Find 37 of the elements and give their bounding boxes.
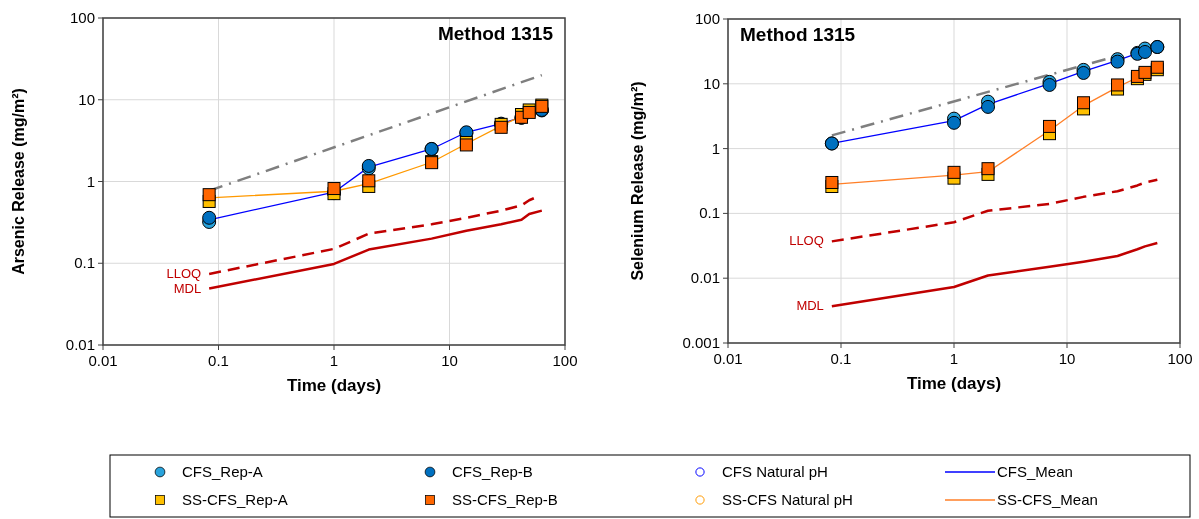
y-tick-label: 100: [69, 9, 95, 26]
x-tick-label: 100: [1167, 350, 1193, 367]
y-axis-title: Selenium Release (mg/m²): [629, 81, 646, 281]
chart-title: Method 1315: [740, 24, 856, 45]
x-tick-label: 10: [441, 352, 458, 369]
y-axis-title: Arsenic Release (mg/m²): [10, 88, 27, 275]
y-tick-label: 0.1: [74, 254, 95, 272]
x-tick-label: 1: [949, 350, 959, 367]
y-tick-label: 0.1: [699, 204, 720, 222]
legend-label: CFS_Rep-B: [452, 463, 533, 480]
series-label: LLOQ: [789, 233, 824, 249]
legend-label: CFS Natural pH: [722, 463, 828, 480]
y-tick-label: 1: [86, 172, 95, 190]
x-tick-label: 0.1: [208, 352, 229, 369]
x-axis-title: Time (days): [286, 376, 382, 395]
y-tick-label: 0.001: [682, 334, 720, 351]
series-label: MDL: [173, 280, 202, 296]
y-tick-label: 10: [78, 90, 95, 108]
legend-label: SS-CFS Natural pH: [722, 491, 853, 508]
series-label: MDL: [796, 298, 824, 314]
y-tick-label: 10: [703, 74, 720, 92]
legend-label: CFS_Rep-A: [182, 463, 263, 480]
x-tick-label: 10: [1058, 350, 1076, 367]
y-tick-label: 1: [711, 139, 720, 157]
x-tick-label: 1: [329, 352, 339, 369]
y-tick-label: 0.01: [690, 269, 720, 287]
legend-label: CFS_Mean: [997, 463, 1073, 480]
series-label: LLOQ: [166, 265, 202, 281]
x-tick-label: 0.1: [830, 350, 852, 367]
legend-label: SS-CFS_Mean: [997, 491, 1098, 508]
x-tick-label: 100: [552, 352, 578, 369]
x-axis-title: Time (days): [906, 374, 1002, 393]
chart-title: Method 1315: [437, 23, 554, 44]
y-tick-label: 100: [694, 10, 720, 27]
legend-label: SS-CFS_Rep-B: [452, 491, 558, 508]
y-tick-label: 0.01: [65, 336, 95, 353]
legend-label: SS-CFS_Rep-A: [182, 491, 288, 508]
